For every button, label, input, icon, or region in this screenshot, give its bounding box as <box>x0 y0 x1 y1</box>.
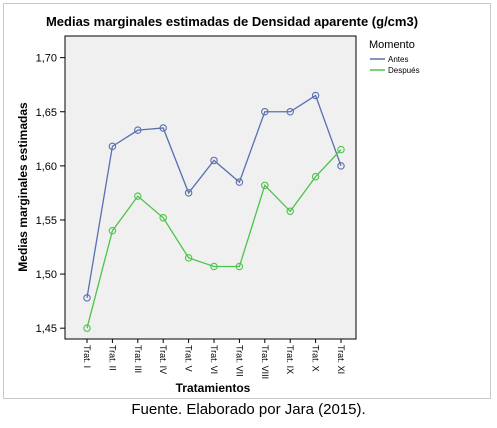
chart-title: Medias marginales estimadas de Densidad … <box>46 14 418 29</box>
x-axis-label: Tratamientos <box>176 381 251 395</box>
x-tick-label: Trat. I <box>82 345 92 368</box>
data-point <box>184 254 193 262</box>
data-point <box>235 262 244 271</box>
data-point <box>210 156 218 165</box>
data-point <box>286 207 294 216</box>
data-point <box>83 294 91 302</box>
x-tick-label: Trat. III <box>133 345 143 373</box>
data-point <box>83 324 91 332</box>
legend-title: Momento <box>369 39 415 51</box>
data-point <box>235 178 244 186</box>
x-tick-label: Trat. VIII <box>260 345 270 379</box>
data-point <box>286 108 294 116</box>
y-tick-label: 1,65 <box>36 107 57 119</box>
data-point <box>337 162 345 170</box>
figure-caption: Fuente. Elaborado por Jara (2015). <box>131 401 366 418</box>
x-tick-label: Trat. II <box>107 345 117 371</box>
data-point <box>108 142 117 151</box>
data-point <box>184 189 193 197</box>
x-tick-label: Trat. VI <box>209 345 219 374</box>
x-tick-label: Trat. IV <box>158 345 168 374</box>
y-tick-label: 1,55 <box>36 215 57 227</box>
data-point <box>159 214 167 222</box>
line-chart: Medias marginales estimadas de Densidad … <box>16 14 420 395</box>
data-point <box>311 91 320 100</box>
legend-entry: Antes <box>388 55 408 64</box>
data-point <box>311 172 320 181</box>
y-tick-label: 1,70 <box>36 53 57 65</box>
plot-area <box>64 35 357 340</box>
data-point <box>261 108 269 116</box>
legend-entry: Después <box>388 66 420 75</box>
series-line <box>86 149 342 329</box>
y-tick-label: 1,50 <box>36 269 57 281</box>
series-layer <box>83 91 345 332</box>
x-tick-label: Trat. V <box>184 345 194 372</box>
data-point <box>108 227 117 235</box>
data-point <box>261 181 269 190</box>
series-line <box>86 94 342 298</box>
y-axis-label: Medias marginales estimadas <box>16 102 30 272</box>
x-tick-label: Trat. VII <box>234 345 244 377</box>
data-point <box>210 262 218 271</box>
data-point <box>134 126 142 134</box>
x-tick-label: Trat. XI <box>336 345 346 374</box>
y-axis: 1,45 1,50 1,55 1,60 1,65 1,70 <box>36 53 65 335</box>
legend: Momento Antes Después <box>369 39 420 75</box>
x-tick-label: Trat. X <box>311 345 321 372</box>
x-axis: Trat. I Trat. II Trat. III Trat. IV Trat. V T… <box>82 339 346 379</box>
data-point <box>134 192 142 200</box>
y-tick-label: 1,60 <box>36 161 57 173</box>
y-tick-label: 1,45 <box>36 323 57 335</box>
data-point <box>159 124 167 132</box>
x-tick-label: Trat. IX <box>285 345 295 374</box>
data-point <box>337 145 345 154</box>
